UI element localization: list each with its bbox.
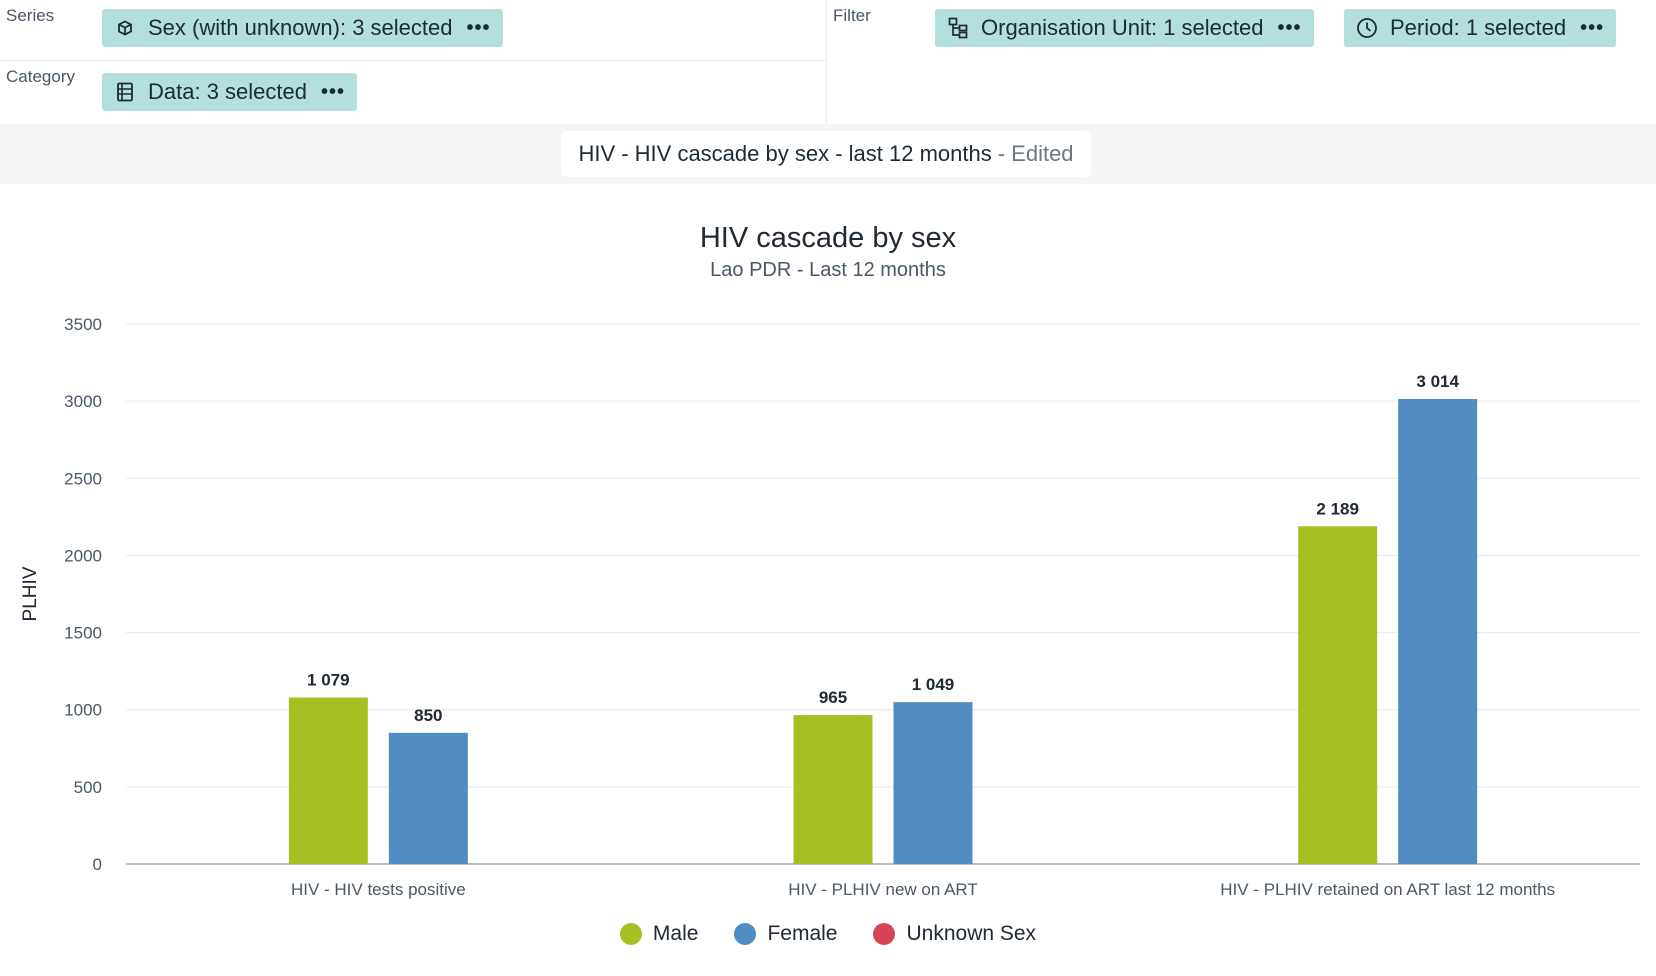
- org-unit-chip-label: Organisation Unit: 1 selected: [981, 15, 1264, 40]
- y-tick-label: 3500: [64, 315, 102, 334]
- bar-female: [893, 702, 973, 864]
- y-tick-label: 500: [74, 778, 102, 797]
- series-axis-label: Series: [6, 6, 55, 25]
- category-axis-label: Category: [6, 67, 75, 86]
- y-tick-label: 1000: [64, 701, 102, 720]
- bar-male: [793, 715, 873, 864]
- bar-female: [1398, 398, 1478, 864]
- chart-legend: Male Female Unknown Sex: [0, 922, 1656, 946]
- legend-item-female[interactable]: Female: [734, 922, 837, 946]
- org-unit-chip[interactable]: Organisation Unit: 1 selected •••: [935, 9, 1314, 47]
- category-chip[interactable]: Data: 3 selected •••: [102, 73, 357, 111]
- period-chip-label: Period: 1 selected: [1390, 15, 1567, 40]
- y-tick-label: 1500: [64, 624, 102, 643]
- data-label: 2 189: [1316, 499, 1359, 518]
- x-tick-label: HIV - PLHIV retained on ART last 12 mont…: [1220, 880, 1555, 899]
- legend-item-male[interactable]: Male: [619, 922, 699, 946]
- y-axis-label: PLHIV: [20, 566, 41, 621]
- bar-male: [1298, 526, 1378, 864]
- category-chip-label: Data: 3 selected: [148, 79, 307, 104]
- chart-subtitle: Lao PDR - Last 12 months: [710, 259, 946, 281]
- org-unit-tree-icon: [947, 17, 969, 39]
- legend-swatch: [619, 923, 642, 945]
- data-label: 1 049: [912, 675, 955, 694]
- filter-axis-label: Filter: [833, 6, 871, 25]
- data-label: 965: [819, 688, 847, 707]
- visualization-name: HIV - HIV cascade by sex - last 12 month…: [578, 141, 992, 166]
- legend-label: Female: [767, 922, 838, 945]
- data-label: 850: [414, 706, 442, 725]
- layout-panel: Series Sex (with unknown): 3 selected ••…: [0, 0, 1656, 125]
- series-axis: Series Sex (with unknown): 3 selected ••…: [0, 0, 827, 61]
- period-chip[interactable]: Period: 1 selected •••: [1344, 9, 1617, 47]
- series-chip[interactable]: Sex (with unknown): 3 selected •••: [102, 9, 503, 47]
- bar-chart: HIV cascade by sex Lao PDR - Last 12 mont…: [20, 222, 1640, 899]
- category-axis: Category Data: 3 selected •••: [0, 61, 827, 124]
- series-chip-label: Sex (with unknown): 3 selected: [148, 15, 453, 40]
- data-list-icon: [114, 81, 136, 103]
- clock-icon: [1356, 17, 1378, 39]
- filter-axis: Filter Organisation Unit: 1 selected •••…: [827, 0, 1656, 124]
- bar-female: [388, 732, 468, 864]
- legend-swatch: [734, 923, 757, 945]
- period-chip-more-icon[interactable]: •••: [1580, 16, 1605, 39]
- org-unit-chip-more-icon[interactable]: •••: [1277, 16, 1302, 39]
- legend-item-unknown-sex[interactable]: Unknown Sex: [873, 922, 1036, 946]
- data-label: 3 014: [1416, 372, 1459, 391]
- x-tick-label: HIV - PLHIV new on ART: [788, 880, 978, 899]
- category-chip-more-icon[interactable]: •••: [320, 80, 345, 103]
- legend-swatch: [873, 923, 896, 945]
- y-tick-label: 2500: [64, 469, 102, 488]
- chart-title: HIV cascade by sex: [700, 222, 957, 254]
- bar-male: [288, 697, 368, 864]
- series-chip-more-icon[interactable]: •••: [466, 16, 491, 39]
- dimension-cube-icon: [114, 17, 136, 39]
- y-tick-label: 0: [93, 855, 102, 874]
- y-tick-label: 3000: [64, 392, 102, 411]
- x-tick-label: HIV - HIV tests positive: [291, 880, 466, 899]
- edited-suffix: - Edited: [997, 141, 1074, 166]
- visualization-title: HIV - HIV cascade by sex - last 12 month…: [561, 131, 1091, 177]
- legend-label: Unknown Sex: [906, 922, 1037, 945]
- legend-label: Male: [652, 922, 699, 945]
- data-label: 1 079: [307, 671, 350, 690]
- y-tick-label: 2000: [64, 546, 102, 565]
